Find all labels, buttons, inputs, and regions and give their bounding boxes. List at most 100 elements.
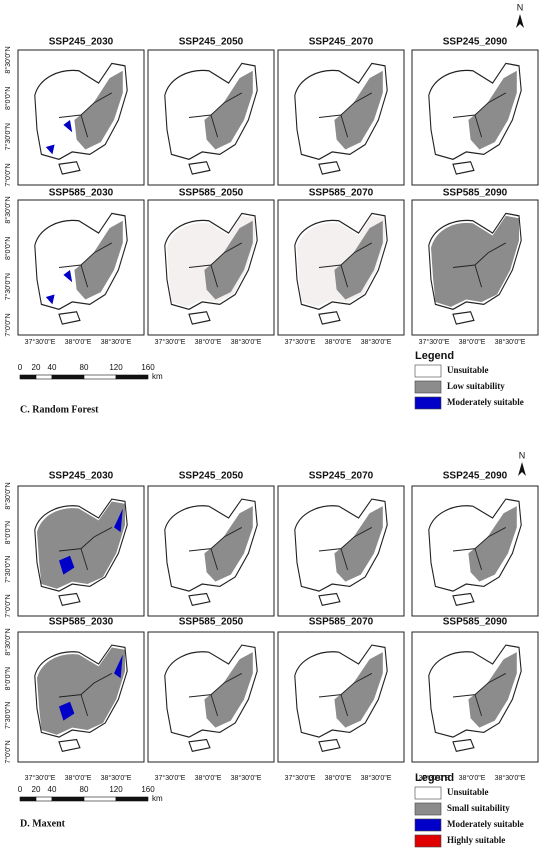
panel-title: SSP585_2090 (443, 617, 508, 628)
lon-label: 38°0'0"E (459, 774, 486, 782)
map (34, 62, 128, 175)
lon-label: 38°30'0"E (231, 338, 262, 346)
north-arrow (518, 462, 526, 476)
legend-item: Moderately suitable (447, 397, 524, 407)
scale-segment (19, 374, 37, 380)
scale-segment (51, 374, 85, 380)
lat-label: 7°0'0"N (4, 163, 12, 186)
scale-tick: 160 (141, 785, 155, 794)
scale-segment (35, 374, 53, 380)
scale-tick: 0 (18, 363, 23, 372)
lat-label: 8°30'0"N (4, 196, 12, 223)
legend-swatch (414, 818, 442, 832)
lon-label: 38°0'0"E (195, 338, 222, 346)
legend-item: Unsuitable (447, 787, 489, 797)
north-arrow (516, 14, 524, 28)
lon-label: 37°30'0"E (25, 338, 56, 346)
lon-label: 37°30'0"E (419, 774, 450, 782)
lat-label: 8°0'0"N (4, 521, 12, 544)
scale-segment (35, 796, 53, 802)
lat-label: 7°0'0"N (4, 313, 12, 336)
panel-title: SSP245_2030 (49, 37, 114, 48)
legend-swatch (414, 834, 442, 848)
lat-label: 8°0'0"N (4, 667, 12, 690)
lat-label: 7°30'0"N (4, 123, 12, 150)
lon-label: 38°30'0"E (495, 338, 526, 346)
legend-item: Small suitability (447, 803, 510, 813)
legend-item: Low suitability (447, 381, 505, 391)
lon-label: 38°0'0"E (195, 774, 222, 782)
moderate-area (59, 508, 123, 575)
panel-title: SSP585_2050 (179, 188, 244, 199)
legend-item: Moderately suitable (447, 819, 524, 829)
lon-label: 38°0'0"E (325, 338, 352, 346)
north-label: N (519, 450, 526, 460)
legend-title: Legend (415, 772, 454, 784)
scale-unit: km (152, 794, 163, 803)
scale-tick: 160 (141, 363, 155, 372)
lon-label: 38°0'0"E (459, 338, 486, 346)
section-label: C. Random Forest (20, 404, 99, 415)
scale-tick: 20 (32, 363, 41, 372)
panel-title: SSP245_2030 (49, 471, 114, 482)
lat-label: 8°30'0"N (4, 628, 12, 655)
panel-title: SSP245_2090 (443, 37, 508, 48)
panel-title: SSP585_2030 (49, 188, 114, 199)
scale-tick: 80 (80, 785, 89, 794)
scale-tick: 80 (80, 363, 89, 372)
lon-label: 38°30'0"E (231, 774, 262, 782)
legend-title: Legend (415, 350, 454, 362)
lat-label: 7°30'0"N (4, 702, 12, 729)
panel-title: SSP585_2090 (443, 188, 508, 199)
scale-tick: 20 (32, 785, 41, 794)
lon-label: 37°30'0"E (155, 338, 186, 346)
map (34, 498, 128, 606)
map (34, 644, 128, 752)
lon-label: 38°30'0"E (361, 338, 392, 346)
lat-label: 7°30'0"N (4, 273, 12, 300)
north-label: N (517, 2, 524, 12)
lon-label: 38°30'0"E (361, 774, 392, 782)
moderate-area (45, 269, 73, 305)
lat-label: 8°0'0"N (4, 87, 12, 110)
scale-segment (51, 796, 85, 802)
lon-label: 38°30'0"E (101, 338, 132, 346)
lon-label: 38°0'0"E (65, 338, 92, 346)
scale-tick: 40 (48, 363, 57, 372)
lat-label: 7°30'0"N (4, 556, 12, 583)
scale-tick: 120 (109, 363, 123, 372)
panel-title: SSP585_2050 (179, 617, 244, 628)
lon-label: 37°30'0"E (419, 338, 450, 346)
panel-title: SSP245_2070 (309, 471, 374, 482)
scale-segment (83, 796, 117, 802)
lon-label: 38°30'0"E (495, 774, 526, 782)
scale-tick: 0 (18, 785, 23, 794)
scale-tick: 40 (48, 785, 57, 794)
panel-title: SSP245_2090 (443, 471, 508, 482)
scale-unit: km (152, 372, 163, 381)
lon-label: 37°30'0"E (25, 774, 56, 782)
scale-tick: 120 (109, 785, 123, 794)
legend-swatch (414, 380, 442, 394)
legend-swatch (414, 364, 442, 378)
scale-segment (115, 796, 149, 802)
lon-label: 37°30'0"E (285, 338, 316, 346)
lat-label: 8°30'0"N (4, 482, 12, 509)
panel-title: SSP585_2070 (309, 188, 374, 199)
legend-item: Unsuitable (447, 365, 489, 375)
lon-label: 37°30'0"E (285, 774, 316, 782)
scale-segment (19, 796, 37, 802)
lat-label: 7°0'0"N (4, 594, 12, 617)
moderate-area (59, 654, 123, 721)
panel-title: SSP245_2070 (309, 37, 374, 48)
lon-label: 37°30'0"E (155, 774, 186, 782)
legend-item: Highly suitable (447, 835, 505, 845)
lat-label: 8°0'0"N (4, 237, 12, 260)
lat-label: 7°0'0"N (4, 740, 12, 763)
lon-label: 38°0'0"E (65, 774, 92, 782)
panel-title: SSP245_2050 (179, 471, 244, 482)
panel-title: SSP585_2030 (49, 617, 114, 628)
moderate-area (45, 119, 73, 155)
legend-swatch (414, 396, 442, 410)
